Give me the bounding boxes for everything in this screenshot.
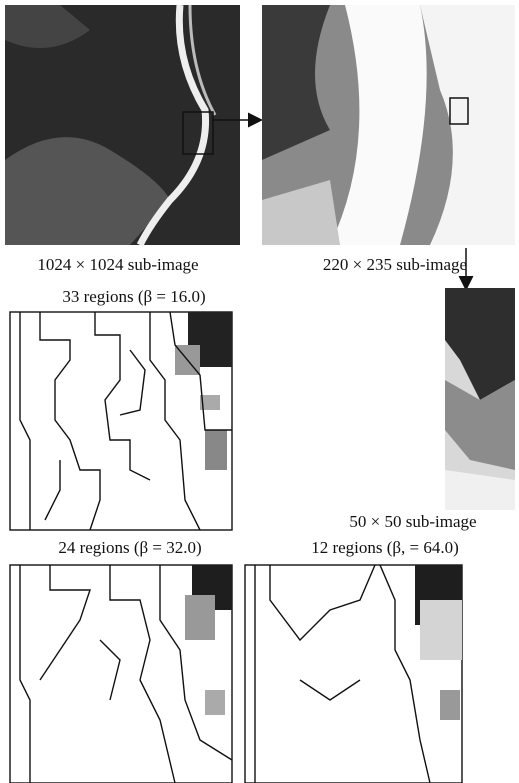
caption: 24 regions (β = 32.0) — [58, 538, 201, 557]
caption: 50 × 50 sub-image — [349, 512, 476, 531]
satellite-image-small — [445, 288, 515, 510]
segmentation-map — [245, 565, 462, 783]
segmentation-map — [10, 312, 232, 530]
page: 1024 × 1024 sub-image 220 × 235 sub-imag… — [0, 0, 519, 783]
caption: 220 × 235 sub-image — [323, 255, 467, 274]
segmentation-map — [10, 565, 232, 783]
caption: 33 regions (β = 16.0) — [62, 287, 205, 306]
figure: 1024 × 1024 sub-image 220 × 235 sub-imag… — [0, 0, 519, 783]
caption: 1024 × 1024 sub-image — [37, 255, 198, 274]
caption: 12 regions (β, = 64.0) — [311, 538, 459, 557]
satellite-image-medium — [262, 5, 515, 288]
satellite-image-large — [5, 5, 260, 245]
